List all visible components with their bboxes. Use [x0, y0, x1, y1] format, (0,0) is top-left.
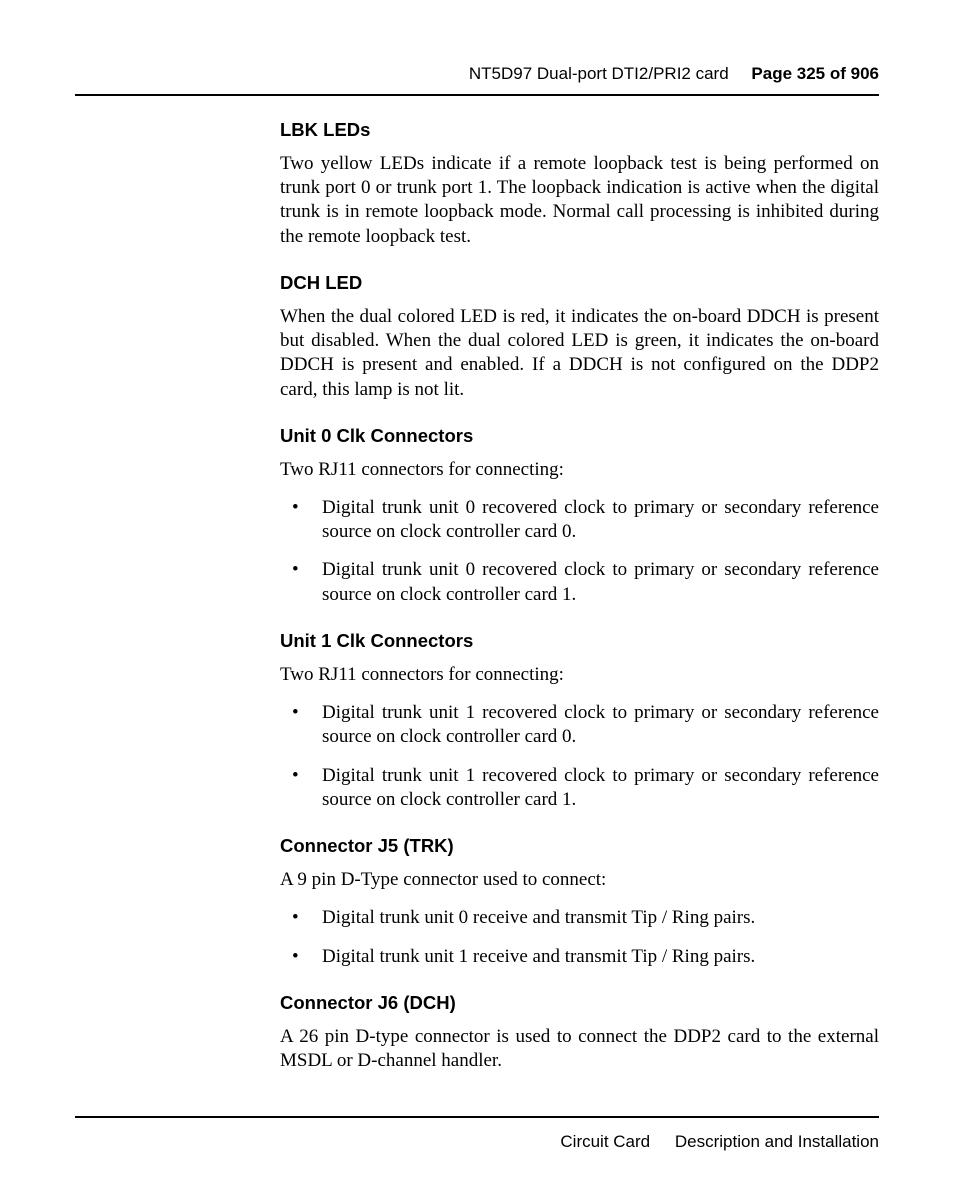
page-footer: Circuit Card Description and Installatio… [75, 1116, 879, 1152]
list-unit1: Digital trunk unit 1 recovered clock to … [280, 701, 879, 812]
list-item: Digital trunk unit 0 recovered clock to … [280, 558, 879, 607]
list-item: Digital trunk unit 1 recovered clock to … [280, 701, 879, 750]
para-unit1-intro: Two RJ11 connectors for connecting: [280, 663, 879, 687]
footer-right: Description and Installation [675, 1132, 879, 1151]
para-j6: A 26 pin D-type connector is used to con… [280, 1025, 879, 1074]
list-unit0: Digital trunk unit 0 recovered clock to … [280, 496, 879, 607]
list-item: Digital trunk unit 1 receive and transmi… [280, 945, 879, 969]
page-container: NT5D97 Dual-port DTI2/PRI2 card Page 325… [0, 0, 954, 1202]
page-header: NT5D97 Dual-port DTI2/PRI2 card Page 325… [75, 64, 879, 96]
para-dch-led: When the dual colored LED is red, it ind… [280, 305, 879, 402]
footer-left: Circuit Card [560, 1132, 650, 1151]
footer-rule [75, 1116, 879, 1118]
list-item: Digital trunk unit 0 receive and transmi… [280, 906, 879, 930]
heading-lbk-leds: LBK LEDs [280, 118, 879, 142]
heading-unit0-clk: Unit 0 Clk Connectors [280, 424, 879, 448]
header-page-number: Page 325 of 906 [751, 64, 879, 83]
list-item: Digital trunk unit 1 recovered clock to … [280, 764, 879, 813]
heading-connector-j6: Connector J6 (DCH) [280, 991, 879, 1015]
para-unit0-intro: Two RJ11 connectors for connecting: [280, 458, 879, 482]
header-doc-title: NT5D97 Dual-port DTI2/PRI2 card [469, 64, 729, 83]
footer-text: Circuit Card Description and Installatio… [75, 1132, 879, 1152]
page-body: LBK LEDs Two yellow LEDs indicate if a r… [280, 96, 879, 1073]
heading-dch-led: DCH LED [280, 271, 879, 295]
list-j5: Digital trunk unit 0 receive and transmi… [280, 906, 879, 969]
para-lbk-leds: Two yellow LEDs indicate if a remote loo… [280, 152, 879, 249]
heading-unit1-clk: Unit 1 Clk Connectors [280, 629, 879, 653]
list-item: Digital trunk unit 0 recovered clock to … [280, 496, 879, 545]
heading-connector-j5: Connector J5 (TRK) [280, 834, 879, 858]
para-j5-intro: A 9 pin D-Type connector used to connect… [280, 868, 879, 892]
